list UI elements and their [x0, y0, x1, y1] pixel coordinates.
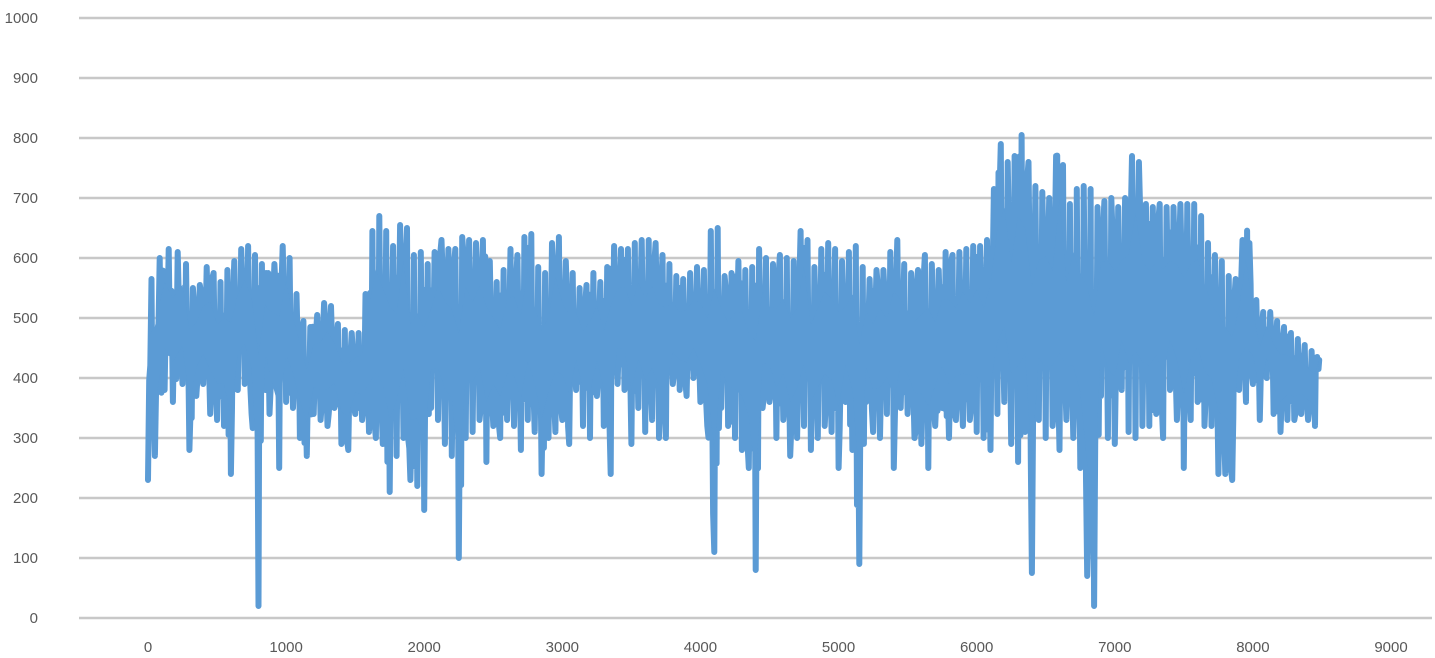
y-tick-label: 300	[13, 430, 38, 447]
x-tick-label: 7000	[1098, 639, 1131, 656]
x-tick-label: 9000	[1374, 639, 1407, 656]
y-tick-label: 200	[13, 490, 38, 507]
y-tick-label: 700	[13, 190, 38, 207]
y-tick-label: 600	[13, 250, 38, 267]
x-tick-label: 1000	[269, 639, 302, 656]
series-dense-band-0	[148, 199, 1320, 509]
x-tick-label: 3000	[546, 639, 579, 656]
y-tick-label: 900	[13, 70, 38, 87]
series-line-0	[145, 132, 1323, 609]
x-tick-label: 0	[144, 639, 152, 656]
y-tick-label: 0	[30, 610, 38, 627]
x-tick-label: 5000	[822, 639, 855, 656]
y-tick-label: 100	[13, 550, 38, 567]
x-tick-label: 4000	[684, 639, 717, 656]
x-tick-label: 6000	[960, 639, 993, 656]
y-axis-tick-labels: 0 100 200 300 400 500 600 700 800 900 1000	[5, 10, 38, 627]
y-tick-label: 400	[13, 370, 38, 387]
y-tick-label: 1000	[5, 10, 38, 27]
series-layer	[145, 132, 1323, 609]
y-tick-label: 800	[13, 130, 38, 147]
x-axis-tick-labels: 0 1000 2000 3000 4000 5000 6000 7000 8000 9000	[144, 639, 1408, 656]
x-tick-label: 2000	[408, 639, 441, 656]
y-tick-label: 500	[13, 310, 38, 327]
x-tick-label: 8000	[1236, 639, 1269, 656]
